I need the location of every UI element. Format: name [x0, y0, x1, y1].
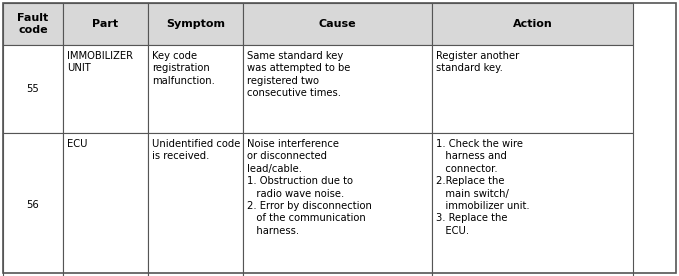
Bar — [243, 3, 432, 45]
Bar — [63, 3, 148, 45]
Bar — [243, 45, 432, 133]
Bar — [3, 3, 63, 45]
Bar — [148, 133, 243, 276]
Text: ECU: ECU — [67, 139, 88, 149]
Text: Fault
code: Fault code — [18, 13, 49, 35]
Bar — [243, 133, 432, 276]
Bar — [3, 133, 63, 276]
Text: Unidentified code
is received.: Unidentified code is received. — [152, 139, 240, 161]
Text: 1. Check the wire
   harness and
   connector.
2.Replace the
   main switch/
   : 1. Check the wire harness and connector.… — [436, 139, 530, 236]
Bar — [432, 3, 633, 45]
Text: Key code
registration
malfunction.: Key code registration malfunction. — [152, 51, 215, 86]
Text: Symptom: Symptom — [166, 19, 225, 29]
Text: Cause: Cause — [318, 19, 356, 29]
Text: Part: Part — [92, 19, 119, 29]
Text: Same standard key
was attempted to be
registered two
consecutive times.: Same standard key was attempted to be re… — [247, 51, 350, 98]
Text: 56: 56 — [26, 200, 39, 210]
Bar — [63, 45, 148, 133]
Bar — [63, 133, 148, 276]
Text: IMMOBILIZER
UNIT: IMMOBILIZER UNIT — [67, 51, 133, 73]
Bar — [3, 45, 63, 133]
Text: Action: Action — [513, 19, 553, 29]
Text: Noise interference
or disconnected
lead/cable.
1. Obstruction due to
   radio wa: Noise interference or disconnected lead/… — [247, 139, 372, 236]
Bar — [432, 133, 633, 276]
Bar — [432, 45, 633, 133]
Bar — [148, 3, 243, 45]
Text: 55: 55 — [26, 84, 39, 94]
Bar — [148, 45, 243, 133]
Text: Register another
standard key.: Register another standard key. — [436, 51, 519, 73]
